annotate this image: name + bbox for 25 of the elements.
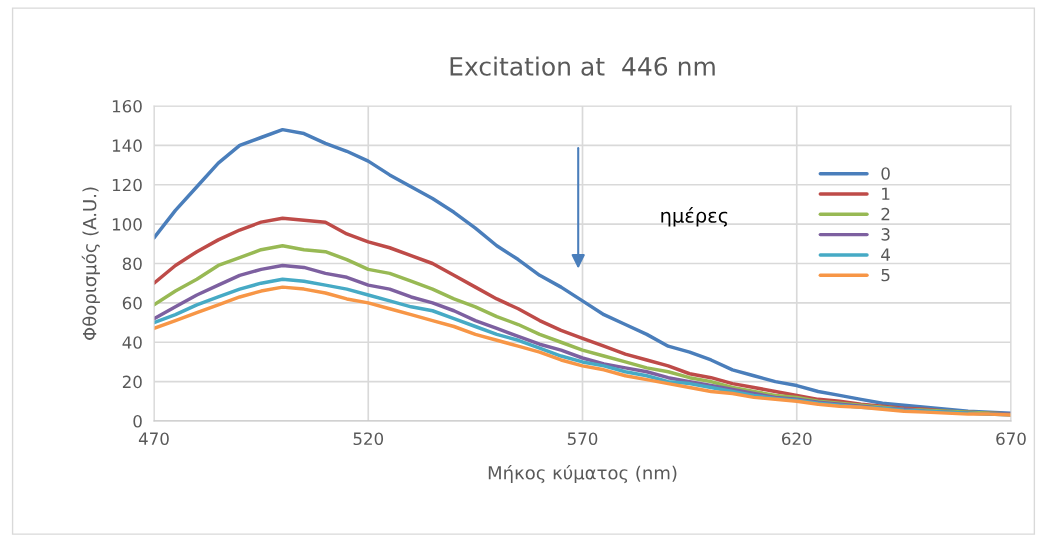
y-axis-title: Φθορισμός (A.U.) xyxy=(81,187,100,340)
y-tick-label: 20 xyxy=(122,375,142,389)
y-tick-label: 60 xyxy=(122,296,142,310)
x-tick-label: 570 xyxy=(567,432,598,446)
legend-label: 1 xyxy=(882,187,890,200)
x-tick-label: 520 xyxy=(353,432,384,446)
y-tick-label: 80 xyxy=(122,257,142,271)
y-tick-label: 100 xyxy=(112,218,142,231)
x-tick-label: 470 xyxy=(138,432,169,446)
line-series xyxy=(154,127,1011,415)
annotation: ημέρες xyxy=(661,207,728,227)
y-tick-label: 120 xyxy=(112,178,142,192)
y-tick-label: 40 xyxy=(122,336,142,349)
legend-label: 4 xyxy=(881,248,890,261)
legend-label: 2 xyxy=(881,207,890,221)
legend-label: 3 xyxy=(881,228,890,241)
legend-label: 5 xyxy=(881,268,890,282)
y-tick-label: 140 xyxy=(112,139,142,152)
y-tick-label: 0 xyxy=(133,414,142,428)
y-tick-label: 160 xyxy=(112,99,142,113)
x-tick-label: 620 xyxy=(782,432,812,446)
legend-label: 0 xyxy=(881,167,890,180)
x-tick-label: 670 xyxy=(996,432,1026,446)
x-axis-title: Μήκος κύματος (nm) xyxy=(488,464,677,484)
chart-title: Excitation at 446 nm xyxy=(450,56,715,76)
